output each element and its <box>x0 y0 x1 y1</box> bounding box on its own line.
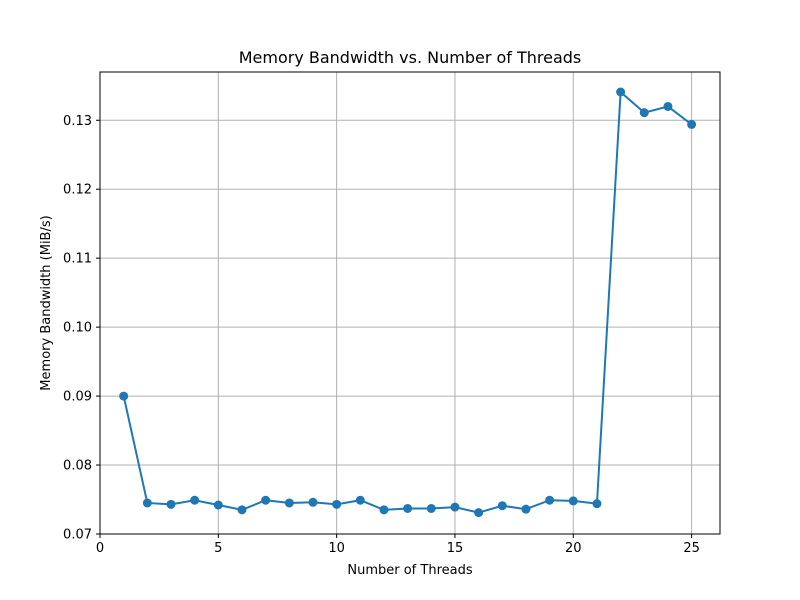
data-point <box>497 501 507 511</box>
y-tick-label: 0.13 <box>63 114 92 129</box>
data-point <box>616 87 626 97</box>
x-tick-label: 25 <box>683 541 700 556</box>
x-tick-label: 0 <box>96 541 104 556</box>
series-layer <box>119 87 697 518</box>
y-tick-label: 0.12 <box>63 183 92 198</box>
y-tick-label: 0.07 <box>63 528 92 543</box>
data-point <box>426 503 436 513</box>
x-axis-ticks: 0 5 10 15 20 25 <box>96 534 700 556</box>
data-point <box>403 503 413 513</box>
y-tick-label: 0.09 <box>63 390 92 405</box>
grid-lines <box>99 72 720 535</box>
y-tick-label: 0.10 <box>63 321 92 336</box>
data-point <box>261 495 271 505</box>
x-tick-label: 15 <box>447 541 464 556</box>
data-point <box>355 495 365 505</box>
data-point <box>213 500 223 510</box>
data-point <box>284 498 294 508</box>
data-point <box>166 499 176 509</box>
x-tick-label: 10 <box>328 541 345 556</box>
data-point <box>142 498 152 508</box>
data-point <box>521 504 531 514</box>
data-point <box>592 499 602 509</box>
data-point <box>308 497 318 507</box>
data-point <box>119 391 129 401</box>
plot-frame <box>99 71 721 535</box>
data-point <box>237 505 247 515</box>
y-tick-label: 0.11 <box>63 252 92 267</box>
data-point <box>687 119 697 129</box>
data-point <box>332 499 342 509</box>
data-point <box>379 505 389 515</box>
data-point <box>545 495 555 505</box>
x-axis-label: Number of Threads <box>347 563 472 578</box>
data-point <box>663 101 673 111</box>
data-point <box>450 502 460 512</box>
x-tick-label: 5 <box>214 541 222 556</box>
y-axis-label: Memory Bandwidth (MiB/s) <box>39 215 54 390</box>
data-point <box>474 508 484 518</box>
y-tick-label: 0.08 <box>63 459 92 474</box>
y-axis-ticks: 0.07 0.08 0.09 0.10 0.11 0.12 0.13 <box>63 114 100 543</box>
data-point <box>568 496 578 506</box>
x-tick-label: 20 <box>565 541 582 556</box>
data-point <box>190 495 200 505</box>
chart-title: Memory Bandwidth vs. Number of Threads <box>239 48 582 67</box>
data-point <box>639 108 649 118</box>
